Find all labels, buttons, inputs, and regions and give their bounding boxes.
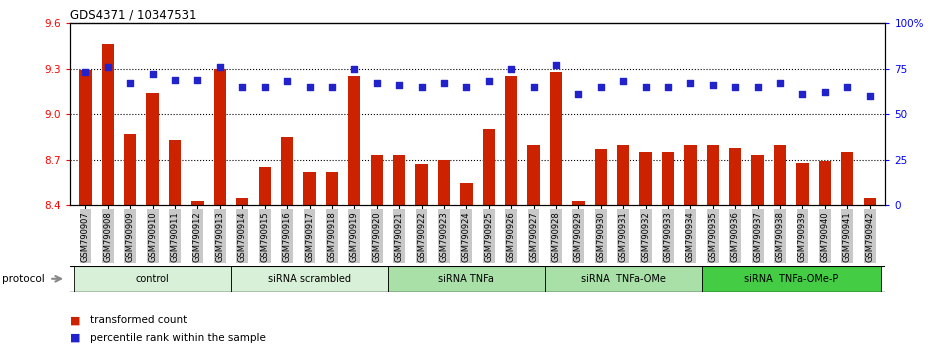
Point [414,84,429,90]
Text: GDS4371 / 10347531: GDS4371 / 10347531 [70,9,196,22]
Bar [438,160,450,205]
Text: siRNA  TNFa-OMe: siRNA TNFa-OMe [580,274,666,284]
Point [167,77,182,82]
Bar [460,183,472,205]
Point [235,84,250,90]
Bar [101,44,114,205]
Point [78,69,93,75]
Point [258,84,272,90]
Bar [640,152,652,205]
Point [526,84,541,90]
Point [212,64,227,70]
Point [795,91,810,97]
Bar [393,155,405,205]
Bar [527,144,539,205]
Bar [79,70,91,205]
Bar [259,167,271,205]
Point [123,80,138,86]
Point [571,91,586,97]
Point [683,80,698,86]
Bar [594,149,607,205]
Point [638,84,653,90]
Point [728,84,743,90]
Bar [326,172,339,205]
Text: percentile rank within the sample: percentile rank within the sample [90,333,266,343]
Text: transformed count: transformed count [90,315,188,325]
Point [593,84,608,90]
Bar [818,161,831,205]
Text: control: control [136,274,169,284]
Point [751,84,765,90]
Text: siRNA scrambled: siRNA scrambled [268,274,351,284]
Bar [236,198,248,205]
Point [504,66,519,72]
Text: siRNA  TNFa-OMe-P: siRNA TNFa-OMe-P [744,274,839,284]
Point [840,84,855,90]
Text: protocol: protocol [2,274,45,284]
Bar [550,72,562,205]
Bar [617,144,630,205]
Bar [864,198,876,205]
Point [392,82,406,88]
Bar [505,76,517,205]
Point [616,79,631,84]
Bar [701,266,881,292]
Point [549,62,564,68]
Point [458,84,473,90]
Point [482,79,497,84]
Bar [388,266,545,292]
Point [705,82,720,88]
Bar [684,144,697,205]
Text: ■: ■ [70,315,80,325]
Bar [416,164,428,205]
Point [325,84,339,90]
Bar [281,137,293,205]
Bar [169,140,181,205]
Bar [147,93,159,205]
Point [862,93,877,99]
Point [145,71,160,77]
Point [100,64,115,70]
Bar [231,266,388,292]
Point [190,77,205,82]
Bar [483,129,495,205]
Bar [192,201,204,205]
Point [436,80,451,86]
Bar [74,266,231,292]
Bar [751,155,764,205]
Point [347,66,362,72]
Point [369,80,384,86]
Bar [662,152,674,205]
Text: siRNA TNFa: siRNA TNFa [438,274,494,284]
Bar [796,163,808,205]
Bar [774,144,786,205]
Point [817,90,832,95]
Bar [545,266,701,292]
Point [773,80,788,86]
Bar [303,172,315,205]
Bar [841,152,854,205]
Bar [214,69,226,205]
Text: ■: ■ [70,333,80,343]
Point [660,84,675,90]
Bar [348,76,361,205]
Bar [572,201,585,205]
Bar [729,148,741,205]
Bar [707,144,719,205]
Point [280,79,295,84]
Point [302,84,317,90]
Bar [124,134,137,205]
Bar [370,155,383,205]
